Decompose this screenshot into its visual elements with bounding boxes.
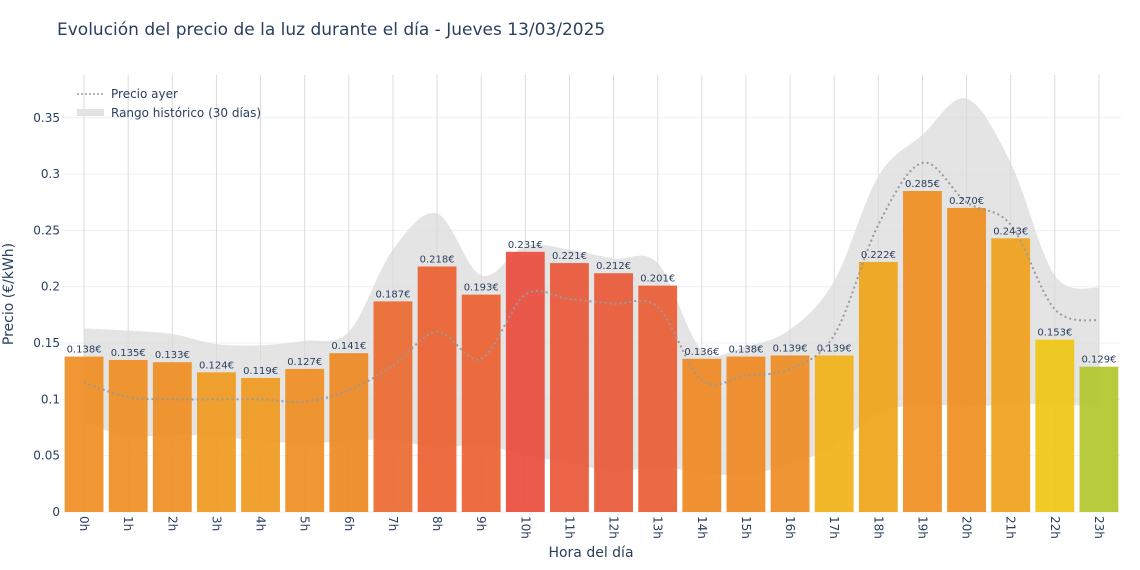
x-axis-title: Hora del día	[548, 545, 633, 561]
price-bar-11h[interactable]	[550, 263, 589, 512]
price-bar-18h[interactable]	[858, 261, 898, 512]
x-tick-label: 13h	[651, 516, 665, 539]
price-bar-7h[interactable]	[373, 301, 413, 512]
price-bar-20h[interactable]	[947, 207, 986, 512]
x-tick-label: 0h	[77, 516, 91, 531]
x-tick-label: 4h	[254, 516, 268, 531]
price-bar-6h[interactable]	[329, 353, 369, 512]
price-bar-21h[interactable]	[991, 238, 1031, 512]
price-bar-9h[interactable]	[461, 294, 501, 512]
price-bar-16h[interactable]	[770, 355, 810, 512]
price-bar-0h[interactable]	[64, 356, 104, 512]
bar-value-label: 0.139€	[773, 343, 808, 354]
bar-value-label: 0.270€	[949, 196, 984, 207]
y-tick-label: 0.2	[41, 280, 60, 294]
price-bar-22h[interactable]	[1035, 339, 1075, 512]
bar-value-label: 0.221€	[552, 251, 587, 262]
y-tick-label: 0.3	[41, 167, 60, 181]
price-bar-17h[interactable]	[814, 355, 854, 512]
price-bar-19h[interactable]	[903, 191, 942, 512]
x-tick-label: 3h	[209, 516, 223, 531]
x-tick-label: 9h	[474, 516, 488, 531]
bar-value-label: 0.222€	[861, 250, 896, 261]
price-bar-15h[interactable]	[726, 356, 766, 512]
chart-title: Evolución del precio de la luz durante e…	[57, 20, 606, 40]
y-tick-label: 0.15	[33, 336, 60, 350]
bar-value-label: 0.187€	[375, 289, 410, 300]
price-bar-5h[interactable]	[285, 368, 325, 512]
bars-layer	[64, 191, 1119, 512]
x-tick-label: 17h	[827, 516, 841, 539]
price-bar-2h[interactable]	[152, 362, 192, 512]
price-bar-3h[interactable]	[197, 372, 236, 512]
bar-value-label: 0.127€	[287, 357, 322, 368]
bar-value-label: 0.136€	[684, 347, 719, 358]
legend-band-swatch	[77, 109, 104, 116]
x-tick-label: 15h	[739, 516, 753, 539]
bar-value-label: 0.193€	[464, 283, 499, 294]
legend-item-rango-historico[interactable]: Rango histórico (30 días)	[111, 106, 261, 120]
bar-value-label: 0.141€	[331, 341, 366, 352]
price-bar-8h[interactable]	[417, 266, 457, 512]
x-tick-label: 5h	[298, 516, 312, 531]
bar-value-label: 0.133€	[155, 350, 190, 361]
x-tick-label: 12h	[607, 516, 621, 539]
axes-layer: 0 0.05 0.1 0.15 0.2 0.25 0.3 0.35 0h 1h 2h 3h 4h 5h 6h…	[33, 111, 1106, 539]
x-tick-label: 2h	[165, 516, 179, 531]
x-tick-label: 10h	[518, 516, 532, 539]
x-tick-label: 18h	[871, 516, 885, 539]
x-tick-label: 21h	[1004, 516, 1018, 539]
bar-value-label: 0.119€	[243, 366, 278, 377]
bar-value-label: 0.135€	[111, 348, 146, 359]
x-tick-label: 1h	[121, 516, 135, 531]
price-bar-23h[interactable]	[1079, 366, 1119, 512]
bar-value-label: 0.231€	[508, 240, 543, 251]
bar-value-label: 0.124€	[199, 360, 234, 371]
x-tick-label: 7h	[386, 516, 400, 531]
bar-value-label: 0.129€	[1081, 355, 1116, 366]
y-axis-title: Precio (€/kWh)	[1, 243, 17, 345]
y-tick-label: 0.35	[33, 111, 60, 125]
x-tick-label: 23h	[1092, 516, 1106, 539]
legend[interactable]: Precio ayer Rango histórico (30 días)	[77, 87, 261, 120]
y-tick-label: 0.25	[33, 223, 60, 237]
bar-value-label: 0.212€	[596, 261, 631, 272]
bar-value-label: 0.139€	[817, 343, 852, 354]
x-tick-label: 22h	[1048, 516, 1062, 539]
y-tick-label: 0.05	[33, 449, 60, 463]
bar-value-label: 0.153€	[1037, 328, 1072, 339]
x-tick-label: 14h	[695, 516, 709, 539]
bar-value-label: 0.218€	[420, 254, 455, 265]
bar-value-label: 0.138€	[728, 345, 763, 356]
price-bar-4h[interactable]	[241, 377, 280, 512]
x-tick-label: 11h	[562, 516, 576, 539]
price-bar-10h[interactable]	[505, 251, 545, 512]
price-bar-1h[interactable]	[108, 359, 148, 512]
bar-value-label: 0.138€	[67, 345, 102, 356]
x-tick-label: 19h	[915, 516, 929, 539]
bar-value-label: 0.201€	[640, 274, 675, 285]
y-tick-label: 0.1	[41, 392, 60, 406]
bar-value-label: 0.243€	[993, 226, 1028, 237]
bar-labels-layer: 0.138€ 0.135€ 0.133€ 0.124€ 0.119€ 0.127€ 0.14…	[67, 179, 1117, 377]
bar-value-label: 0.285€	[905, 179, 940, 190]
x-tick-label: 20h	[960, 516, 974, 539]
price-bar-13h[interactable]	[638, 285, 678, 512]
y-tick-label: 0	[52, 505, 60, 519]
x-tick-label: 6h	[342, 516, 356, 531]
x-tick-label: 8h	[430, 516, 444, 531]
price-bar-12h[interactable]	[594, 273, 633, 512]
x-tick-label: 16h	[783, 516, 797, 539]
price-bar-14h[interactable]	[682, 358, 722, 512]
legend-item-precio-ayer[interactable]: Precio ayer	[111, 87, 178, 101]
